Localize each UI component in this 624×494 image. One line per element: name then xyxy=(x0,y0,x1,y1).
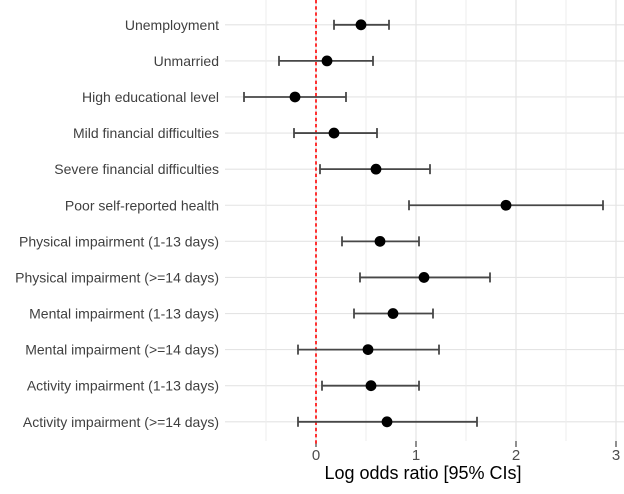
point-estimate xyxy=(289,91,301,103)
point-estimate xyxy=(418,272,430,283)
point-estimate xyxy=(328,127,340,139)
point-estimate xyxy=(500,199,512,211)
x-axis-title: Log odds ratio [95% CIs] xyxy=(324,463,522,483)
point-estimate xyxy=(321,55,333,67)
x-tick-label: 1 xyxy=(412,447,420,464)
point-estimate xyxy=(365,380,377,392)
y-axis-category-label: Activity impairment (>=14 days) xyxy=(23,414,219,430)
point-estimate xyxy=(374,235,386,247)
y-axis-category-label: Activity impairment (1-13 days) xyxy=(27,378,219,394)
point-estimate xyxy=(381,416,393,428)
point-estimate xyxy=(355,19,367,31)
y-axis-category-label: High educational level xyxy=(82,89,219,105)
point-estimate xyxy=(387,308,399,319)
y-axis-category-label: Poor self-reported health xyxy=(65,197,219,213)
y-axis-category-label: Physical impairment (1-13 days) xyxy=(19,233,219,249)
y-axis-category-label: Unmarried xyxy=(154,53,219,69)
y-axis-category-label: Unemployment xyxy=(125,17,219,33)
point-estimate xyxy=(362,344,374,356)
y-axis-category-label: Physical impairment (>=14 days) xyxy=(15,269,219,285)
y-axis-category-label: Mild financial difficulties xyxy=(73,125,219,141)
x-tick-label: 0 xyxy=(312,447,320,464)
point-estimate xyxy=(370,163,382,175)
x-tick-label: 2 xyxy=(512,447,520,464)
y-axis-category-label: Mental impairment (>=14 days) xyxy=(25,342,219,358)
y-axis-category-label: Severe financial difficulties xyxy=(54,161,219,177)
x-tick-label: 3 xyxy=(612,447,620,464)
y-axis-category-label: Mental impairment (1-13 days) xyxy=(29,306,219,322)
